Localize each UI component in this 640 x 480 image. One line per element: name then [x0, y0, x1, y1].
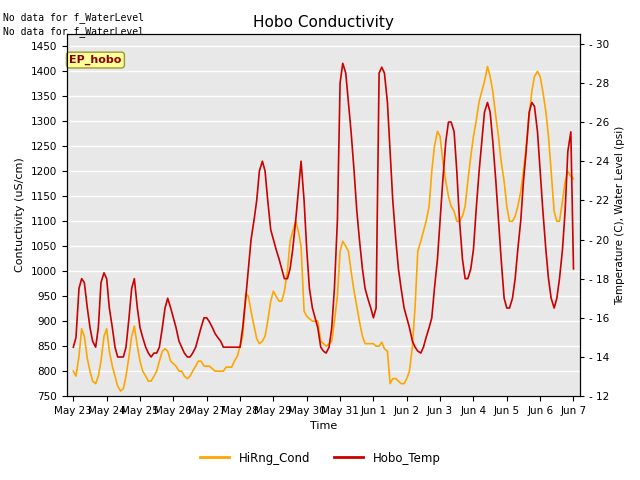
Text: No data for f_WaterLevel: No data for f_WaterLevel — [3, 12, 144, 23]
X-axis label: Time: Time — [310, 421, 337, 432]
Legend: HiRng_Cond, Hobo_Temp: HiRng_Cond, Hobo_Temp — [195, 447, 445, 469]
Y-axis label: Contuctivity (uS/cm): Contuctivity (uS/cm) — [15, 157, 25, 273]
Text: EP_hobo: EP_hobo — [69, 55, 122, 65]
Y-axis label: Temperature (C), Water Level (psi): Temperature (C), Water Level (psi) — [615, 125, 625, 305]
Title: Hobo Conductivity: Hobo Conductivity — [253, 15, 394, 30]
Text: No data for f_WaterLevel: No data for f_WaterLevel — [3, 26, 144, 37]
